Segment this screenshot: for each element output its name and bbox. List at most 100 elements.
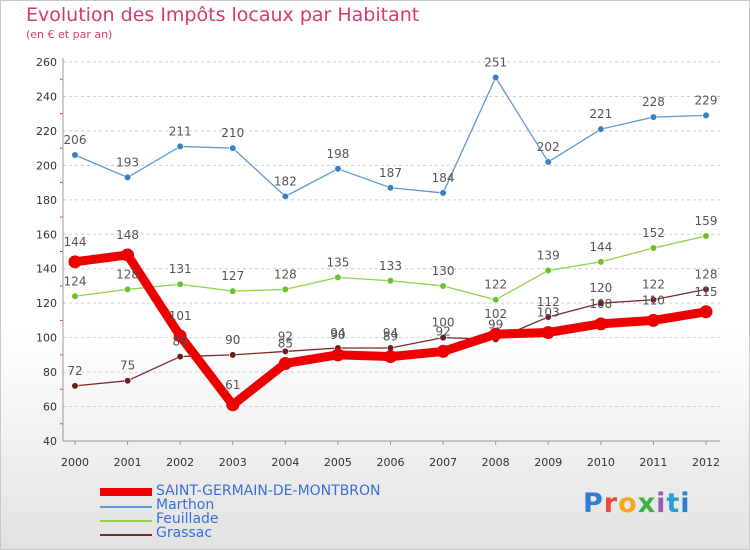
data-label: 139 xyxy=(537,248,560,262)
data-point xyxy=(649,244,658,252)
data-point xyxy=(492,73,500,82)
data-point xyxy=(173,329,187,343)
data-point xyxy=(229,351,237,359)
data-point xyxy=(544,266,552,275)
data-label: 115 xyxy=(695,285,718,299)
x-tick-label: 2007 xyxy=(429,456,457,469)
x-tick-label: 2005 xyxy=(324,456,352,469)
data-point xyxy=(436,344,450,358)
data-point xyxy=(123,285,132,294)
data-point xyxy=(68,255,82,269)
data-label: 221 xyxy=(589,107,612,121)
data-label: 144 xyxy=(64,235,87,249)
logo-letter: r xyxy=(603,488,619,519)
data-label: 94 xyxy=(330,326,345,340)
data-point xyxy=(229,287,237,295)
data-label: 122 xyxy=(484,278,507,292)
data-point xyxy=(544,158,552,166)
data-point xyxy=(281,347,289,356)
data-label: 100 xyxy=(432,316,455,330)
data-point xyxy=(226,398,240,412)
data-point xyxy=(334,273,342,281)
y-tick-label: 200 xyxy=(36,159,57,172)
data-label: 135 xyxy=(326,255,349,269)
data-point xyxy=(176,280,184,288)
legend-swatch xyxy=(100,520,152,522)
data-point xyxy=(334,165,342,173)
chart-title: Evolution des Impôts locaux par Habitant xyxy=(26,4,420,26)
data-label: 92 xyxy=(278,329,293,343)
grid-lines xyxy=(63,61,720,442)
logo-letter: x xyxy=(637,488,657,519)
data-point xyxy=(597,258,605,266)
data-point xyxy=(702,111,710,120)
data-point xyxy=(702,232,710,240)
data-label: 122 xyxy=(642,278,665,292)
data-point xyxy=(439,282,447,290)
data-label: 112 xyxy=(537,295,560,309)
data-label: 251 xyxy=(484,56,507,70)
data-label: 131 xyxy=(169,262,192,276)
x-tick-label: 2008 xyxy=(482,456,510,469)
data-label: 128 xyxy=(116,267,139,281)
logo-letter: i xyxy=(680,488,691,519)
data-label: 130 xyxy=(432,264,455,278)
data-label: 92 xyxy=(435,324,450,338)
data-label: 133 xyxy=(379,259,402,273)
x-tick-label: 2011 xyxy=(639,456,667,469)
logo-letter: o xyxy=(618,488,638,519)
x-tick-label: 2010 xyxy=(587,456,615,469)
chart-subtitle: (en € et par an) xyxy=(26,28,113,41)
data-point xyxy=(229,144,237,152)
data-point xyxy=(699,305,713,319)
data-label: 159 xyxy=(695,214,718,228)
data-label: 72 xyxy=(67,364,82,378)
data-label: 99 xyxy=(488,317,503,331)
data-label: 193 xyxy=(116,155,139,169)
y-tick-label: 220 xyxy=(36,125,57,138)
legend-swatch xyxy=(100,534,152,536)
y-tick-label: 180 xyxy=(36,194,57,207)
data-point xyxy=(384,350,397,364)
x-tick-label: 2000 xyxy=(61,456,89,469)
x-tick-label: 2006 xyxy=(377,456,405,469)
legend-swatch xyxy=(100,506,152,508)
data-point xyxy=(278,356,292,370)
data-label: 101 xyxy=(169,309,192,323)
y-tick-label: 40 xyxy=(43,435,57,448)
data-label: 182 xyxy=(274,174,297,188)
data-point xyxy=(492,296,500,304)
legend-swatch xyxy=(100,488,152,496)
data-labels: 206 193 211 210 182 198 187 184 251 202 221 228 229 1… xyxy=(64,56,718,392)
data-point xyxy=(123,377,132,385)
data-label: 94 xyxy=(383,326,398,340)
data-label: 102 xyxy=(484,307,507,321)
x-tick-label: 2012 xyxy=(692,456,720,469)
y-tick-label: 140 xyxy=(36,263,57,276)
logo-letter: i xyxy=(656,488,667,519)
data-label: 61 xyxy=(225,378,240,392)
data-label: 211 xyxy=(169,124,192,138)
data-label: 187 xyxy=(379,166,402,180)
x-tick-label: 2009 xyxy=(534,456,562,469)
data-point xyxy=(439,334,447,342)
data-point xyxy=(281,285,289,294)
data-label: 120 xyxy=(589,281,612,295)
data-point xyxy=(71,151,79,159)
y-tick-label: 160 xyxy=(36,228,57,241)
legend-label: SAINT-GERMAIN-DE-MONTBRON xyxy=(156,483,381,499)
data-point xyxy=(386,277,395,285)
data-point xyxy=(489,327,503,341)
y-tick-label: 260 xyxy=(36,56,57,69)
data-point xyxy=(541,325,555,339)
data-label: 128 xyxy=(695,267,718,281)
x-tick-label: 2001 xyxy=(114,456,142,469)
y-tick-label: 240 xyxy=(36,90,57,103)
data-label: 198 xyxy=(326,147,349,161)
data-label: 108 xyxy=(589,297,612,311)
data-label: 152 xyxy=(642,226,665,240)
data-point xyxy=(121,248,135,262)
data-label: 89 xyxy=(383,330,398,344)
data-label: 85 xyxy=(278,336,293,350)
